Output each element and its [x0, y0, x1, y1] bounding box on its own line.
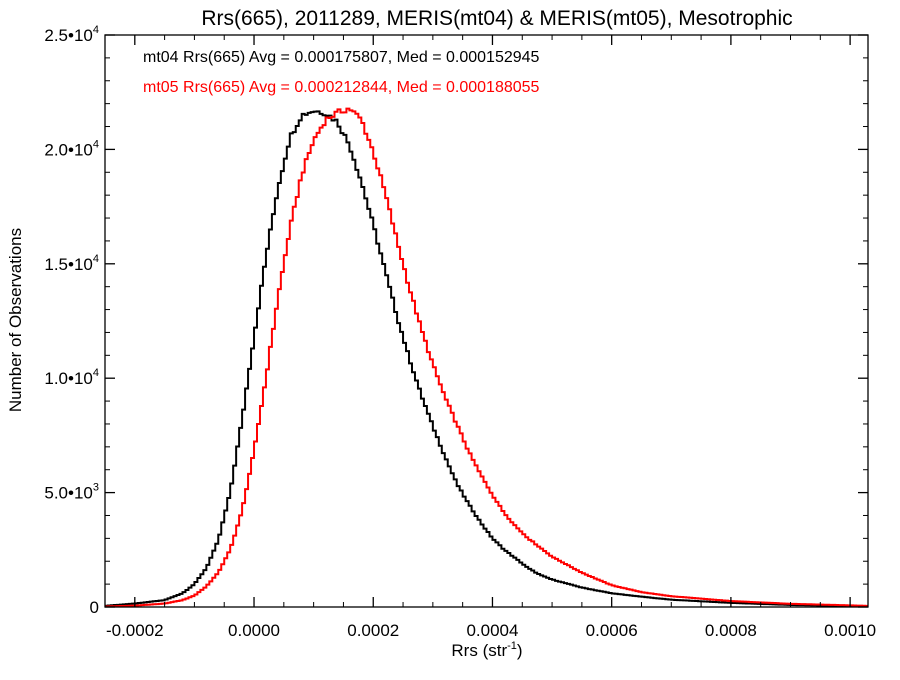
x-tick-label: 0.0010	[824, 621, 876, 640]
y-tick-label: 2.0•104	[44, 138, 99, 159]
legend-entry-mt05: mt05 Rrs(665) Avg = 0.000212844, Med = 0…	[143, 79, 540, 96]
series-line-1	[105, 107, 868, 608]
x-tick-label: 0.0000	[228, 621, 280, 640]
y-tick-exponent: 4	[93, 253, 99, 265]
series-line-0	[105, 110, 868, 608]
y-tick-mantissa: 5.0•10	[44, 484, 93, 503]
y-axis-label: Number of Observations	[6, 228, 25, 412]
x-axis-label-sup: -1	[507, 640, 517, 652]
y-tick-label: 1.5•104	[44, 253, 99, 274]
tick-layer: -0.0002 0.0000 0.0002 0.0004 0.0006 0.0008 0.0…	[44, 24, 876, 640]
y-tick-mantissa: 1.5•10	[44, 255, 93, 274]
y-tick-label: 0	[90, 598, 99, 617]
y-tick-exponent: 3	[93, 482, 99, 494]
y-tick-label: 5.0•103	[44, 482, 99, 503]
y-tick-mantissa: 0	[90, 598, 99, 617]
y-tick-exponent: 4	[93, 367, 99, 379]
legend-entry-mt04: mt04 Rrs(665) Avg = 0.000175807, Med = 0…	[143, 49, 540, 66]
y-tick-mantissa: 2.5•10	[44, 26, 93, 45]
x-axis-label-text: Rrs (str	[451, 641, 507, 660]
chart-title: Rrs(665), 2011289, MERIS(mt04) & MERIS(m…	[201, 7, 792, 30]
x-tick-label: 0.0008	[705, 621, 757, 640]
x-tick-label: 0.0004	[466, 621, 518, 640]
y-tick-label: 2.5•104	[44, 24, 99, 45]
x-tick-label: 0.0006	[586, 621, 638, 640]
x-axis-label-close: )	[517, 641, 523, 660]
y-tick-mantissa: 2.0•10	[44, 140, 93, 159]
x-tick-label: 0.0002	[347, 621, 399, 640]
y-tick-mantissa: 1.0•10	[44, 369, 93, 388]
x-tick-label: -0.0002	[106, 621, 164, 640]
series-layer	[105, 107, 868, 608]
y-tick-exponent: 4	[93, 24, 99, 36]
y-tick-exponent: 4	[93, 138, 99, 150]
y-tick-label: 1.0•104	[44, 367, 99, 388]
x-axis-label: Rrs (str-1)	[451, 640, 522, 660]
plot-frame	[104, 34, 869, 608]
